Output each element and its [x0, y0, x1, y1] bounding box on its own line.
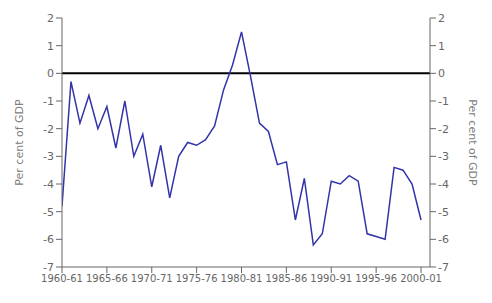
svg-text:1985-86: 1985-86	[265, 273, 307, 284]
svg-text:1980-81: 1980-81	[221, 273, 263, 284]
svg-text:-7: -7	[43, 261, 54, 274]
svg-text:0: 0	[438, 67, 445, 80]
svg-text:-6: -6	[43, 233, 54, 246]
svg-text:0: 0	[47, 67, 54, 80]
svg-text:1: 1	[438, 40, 445, 53]
svg-text:-2: -2	[43, 123, 54, 136]
svg-text:1970-71: 1970-71	[131, 273, 173, 284]
svg-text:2: 2	[438, 12, 445, 25]
svg-text:1990-91: 1990-91	[310, 273, 352, 284]
svg-text:-4: -4	[438, 178, 449, 191]
svg-text:1960-61: 1960-61	[41, 273, 83, 284]
svg-text:-5: -5	[43, 206, 54, 219]
svg-text:1: 1	[47, 40, 54, 53]
svg-text:-3: -3	[438, 150, 449, 163]
svg-text:2000-01: 2000-01	[400, 273, 442, 284]
svg-text:1965-66: 1965-66	[86, 273, 128, 284]
svg-text:Per cent of GDP: Per cent of GDP	[13, 99, 26, 186]
svg-text:-3: -3	[43, 150, 54, 163]
svg-text:1975-76: 1975-76	[176, 273, 218, 284]
svg-text:-1: -1	[438, 95, 449, 108]
svg-text:-1: -1	[43, 95, 54, 108]
svg-text:1995-96: 1995-96	[355, 273, 397, 284]
svg-text:-7: -7	[438, 261, 449, 274]
svg-text:-2: -2	[438, 123, 449, 136]
svg-text:-5: -5	[438, 206, 449, 219]
svg-text:Per cent of GDP: Per cent of GDP	[466, 99, 479, 186]
svg-text:-4: -4	[43, 178, 54, 191]
svg-text:-6: -6	[438, 233, 449, 246]
svg-text:2: 2	[47, 12, 54, 25]
